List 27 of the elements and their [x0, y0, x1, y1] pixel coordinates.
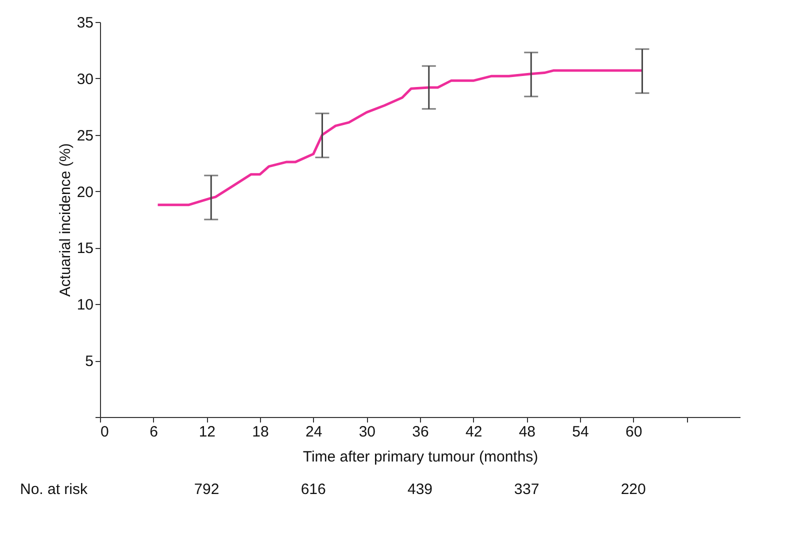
- y-tick-label: 30: [76, 70, 94, 88]
- text: 439: [407, 481, 433, 498]
- x-tick-label: 30: [358, 424, 376, 440]
- x-tick-label: 6: [150, 424, 158, 440]
- text: No. at risk: [20, 481, 88, 498]
- x-tick-label: 48: [518, 424, 536, 440]
- y-tick-label: 25: [76, 127, 94, 144]
- line-series: [156, 69, 644, 206]
- text: 337: [514, 481, 540, 498]
- x-tick-label: 24: [305, 424, 322, 440]
- text: 616: [300, 481, 326, 498]
- x-tick-label: 42: [465, 424, 482, 440]
- y-tick-label: 20: [76, 184, 94, 201]
- x-tick-label: 54: [572, 424, 589, 440]
- x-axis-title: Time after primary tumour (months): [302, 448, 538, 466]
- y-tick-label: 5: [85, 353, 94, 370]
- y-tick-label: 35: [76, 14, 94, 32]
- y-tick-label: 15: [76, 240, 94, 258]
- x-tick-label: 60: [625, 424, 642, 440]
- x-tick-label: 12: [198, 424, 216, 440]
- x-tick-label: 0: [100, 424, 109, 440]
- x-tick-label: 18: [252, 424, 269, 440]
- y-axis-title: Actuarial incidence (%): [56, 143, 74, 297]
- text: 792: [194, 481, 220, 498]
- text: 220: [620, 481, 646, 498]
- x-tick-label: 36: [412, 424, 429, 440]
- y-tick-label: 10: [76, 296, 94, 314]
